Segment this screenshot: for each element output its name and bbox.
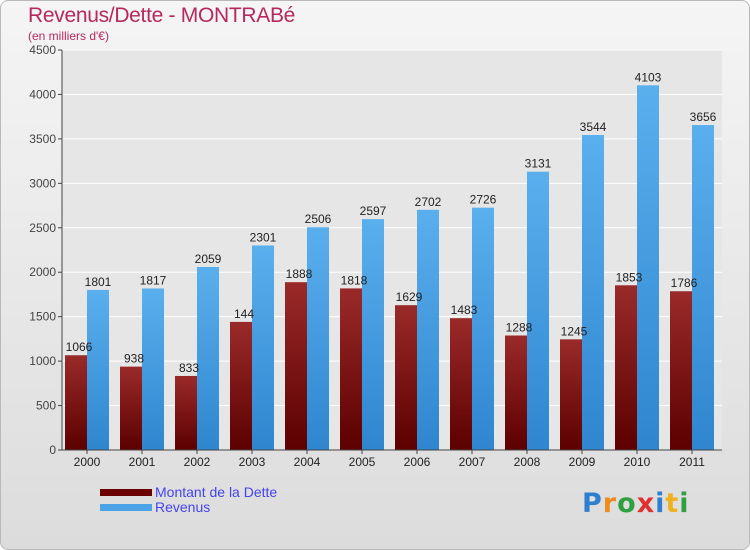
bar-dette: [285, 282, 307, 450]
x-tick-label: 2008: [514, 455, 541, 469]
bar-revenus: [307, 227, 329, 450]
legend-label-debt: Montant de la Dette: [155, 484, 278, 500]
y-tick-label: 3500: [29, 132, 56, 146]
logo-letter: o: [617, 488, 637, 519]
x-tick-label: 2005: [349, 455, 376, 469]
bar-revenus: [692, 125, 714, 451]
x-tick-label: 2001: [129, 455, 156, 469]
bar-dette: [120, 366, 142, 450]
value-label-dette: 1629: [396, 290, 423, 304]
bar-dette: [65, 355, 87, 450]
logo-letter: i: [679, 488, 690, 519]
chart-title: Revenus/Dette - MONTRABé: [28, 4, 296, 27]
value-label-revenus: 2059: [195, 252, 222, 266]
bar-dette: [615, 285, 637, 450]
y-tick-label: 2000: [29, 265, 56, 279]
value-label-dette: 1888: [286, 267, 313, 281]
value-label-dette: 833: [179, 361, 199, 375]
y-tick-label: 0: [49, 443, 56, 457]
y-tick-label: 500: [36, 399, 56, 413]
logo-letter: i: [655, 488, 666, 519]
bar-dette: [395, 305, 417, 450]
bar-dette: [560, 339, 582, 450]
value-label-revenus: 2597: [360, 204, 387, 218]
value-label-revenus: 3131: [525, 157, 552, 171]
value-label-dette: 1288: [506, 321, 533, 335]
value-label-revenus: 3544: [580, 120, 607, 134]
bar-dette: [230, 321, 252, 450]
grid-lines: [62, 49, 722, 407]
value-label-revenus: 4103: [635, 70, 662, 84]
bar-dette: [175, 375, 197, 450]
logo-letter: r: [602, 488, 618, 519]
logo-letter: t: [665, 488, 680, 519]
bar-dette: [340, 288, 362, 450]
value-label-dette: 1066: [66, 340, 93, 354]
value-label-dette: 1786: [671, 276, 698, 290]
y-tick-label: 4500: [29, 43, 56, 57]
bar-revenus: [582, 134, 604, 450]
y-tick-label: 3000: [29, 176, 56, 190]
bar-revenus: [142, 288, 164, 450]
value-label-revenus: 2726: [470, 193, 497, 207]
value-label-revenus: 2702: [415, 195, 442, 209]
value-label-revenus: 1817: [140, 273, 167, 287]
value-label-revenus: 3656: [690, 110, 717, 124]
y-tick-label: 1500: [29, 310, 56, 324]
legend-swatch-revenus: [100, 504, 152, 511]
y-tick-label: 1000: [29, 354, 56, 368]
value-label-revenus: 1801: [85, 275, 112, 289]
bar-revenus: [417, 209, 439, 450]
y-tick-label: 2500: [29, 221, 56, 235]
plot-background: [62, 50, 722, 450]
bar-dette: [450, 318, 472, 450]
proxiti-logo: Proxiti: [582, 488, 690, 519]
value-label-dette: 1853: [616, 270, 643, 284]
bars: [65, 85, 714, 451]
plot-area: [62, 50, 722, 450]
x-tick-label: 2002: [184, 455, 211, 469]
x-tick-label: 2007: [459, 455, 486, 469]
x-tick-label: 2000: [74, 455, 101, 469]
bar-revenus: [362, 219, 384, 450]
value-label-revenus: 2506: [305, 212, 332, 226]
x-tick-label: 2003: [239, 455, 266, 469]
x-tick-label: 2011: [679, 455, 705, 469]
value-label-dette: 144: [234, 307, 254, 321]
chart-subtitle: (en milliers d'€): [28, 29, 109, 43]
x-tick-label: 2006: [404, 455, 431, 469]
value-label-dette: 938: [124, 352, 144, 366]
value-label-dette: 1245: [561, 324, 588, 338]
bar-revenus: [527, 171, 549, 450]
logo-letter: x: [636, 488, 656, 519]
bar-revenus: [637, 85, 659, 451]
bar-revenus: [472, 207, 494, 450]
y-tick-label: 4000: [29, 87, 56, 101]
bar-dette: [505, 335, 527, 450]
bar-revenus: [197, 266, 219, 450]
axes: 0 500 1000 1500 2000 2500 3000 3500 4000 4500 2000…: [29, 43, 722, 469]
x-tick-label: 2004: [294, 455, 321, 469]
legend-swatch-debt: [100, 489, 152, 496]
value-label-dette: 1483: [451, 303, 478, 317]
legend-label-revenus: Revenus: [155, 499, 211, 515]
bar-dette: [670, 291, 692, 450]
value-labels: 1066 1801 938 1817 833 2059 144 2301 1888 2506 181…: [66, 70, 717, 375]
x-tick-label: 2010: [624, 455, 651, 469]
bar-revenus: [87, 289, 109, 450]
value-label-revenus: 2301: [250, 230, 277, 244]
x-tick-label: 2009: [569, 455, 596, 469]
logo-letter: P: [582, 488, 603, 519]
bar-revenus: [252, 245, 274, 450]
value-label-dette: 1818: [341, 273, 368, 287]
